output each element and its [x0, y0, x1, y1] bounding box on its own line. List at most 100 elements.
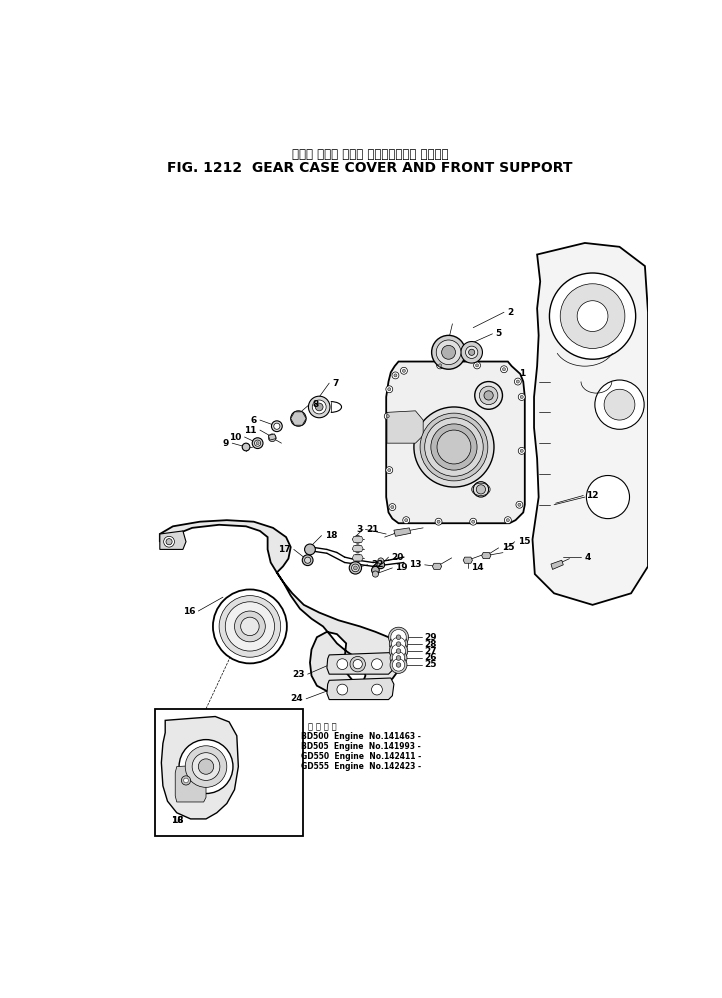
Circle shape [484, 391, 493, 400]
Circle shape [377, 561, 385, 569]
Text: 13: 13 [409, 560, 422, 569]
Text: 25: 25 [425, 661, 438, 670]
Polygon shape [533, 243, 648, 605]
Circle shape [354, 554, 362, 562]
Circle shape [390, 650, 407, 667]
Circle shape [396, 642, 401, 647]
Circle shape [442, 345, 456, 359]
Text: 11: 11 [244, 425, 257, 434]
Circle shape [353, 660, 362, 669]
Circle shape [505, 517, 511, 524]
Circle shape [179, 740, 233, 793]
Circle shape [516, 380, 519, 383]
Circle shape [240, 617, 259, 636]
Circle shape [308, 396, 330, 418]
Circle shape [435, 518, 442, 525]
Polygon shape [327, 678, 394, 700]
Circle shape [389, 635, 408, 654]
Text: BD500  Engine  No.141463 -: BD500 Engine No.141463 - [302, 732, 422, 742]
Circle shape [396, 656, 401, 661]
Circle shape [305, 557, 310, 563]
Polygon shape [387, 411, 423, 443]
Circle shape [391, 637, 406, 651]
Text: 15: 15 [518, 537, 531, 546]
Circle shape [186, 746, 227, 787]
Circle shape [586, 475, 630, 519]
Circle shape [164, 536, 175, 547]
Circle shape [386, 415, 389, 418]
Polygon shape [352, 555, 363, 561]
Text: 適 用 号 番: 適 用 号 番 [308, 722, 336, 731]
Circle shape [506, 519, 510, 522]
Polygon shape [482, 553, 491, 559]
Text: GD555  Engine  No.142423 -: GD555 Engine No.142423 - [302, 762, 422, 771]
Circle shape [469, 349, 475, 355]
Polygon shape [161, 717, 238, 819]
Circle shape [391, 644, 406, 658]
Circle shape [476, 364, 479, 367]
Circle shape [392, 659, 404, 671]
Circle shape [516, 501, 523, 508]
Polygon shape [291, 412, 306, 425]
Circle shape [242, 443, 250, 451]
Circle shape [192, 752, 220, 780]
Text: BD505  Engine  No.141993 -: BD505 Engine No.141993 - [302, 743, 421, 751]
Circle shape [518, 393, 525, 400]
Circle shape [436, 340, 461, 364]
Circle shape [414, 407, 494, 487]
Text: 1: 1 [518, 369, 525, 378]
Text: 8: 8 [313, 400, 318, 409]
Text: 18: 18 [170, 816, 183, 825]
Circle shape [372, 685, 383, 695]
Circle shape [396, 635, 401, 640]
Text: 6: 6 [251, 415, 257, 424]
Text: 18: 18 [325, 531, 337, 540]
Text: 17: 17 [278, 545, 291, 554]
Circle shape [255, 440, 261, 446]
Circle shape [354, 545, 362, 553]
Text: 7: 7 [332, 378, 339, 387]
Circle shape [313, 400, 326, 414]
Text: 21: 21 [366, 525, 378, 534]
Circle shape [514, 378, 521, 385]
Circle shape [388, 469, 391, 472]
Circle shape [518, 503, 521, 506]
Circle shape [473, 482, 489, 497]
Circle shape [373, 571, 378, 577]
Circle shape [391, 506, 394, 509]
Polygon shape [394, 528, 411, 536]
Circle shape [396, 649, 401, 654]
Circle shape [461, 341, 482, 363]
Circle shape [520, 449, 523, 452]
Circle shape [479, 386, 498, 404]
Polygon shape [160, 531, 186, 550]
Circle shape [404, 519, 408, 522]
Circle shape [595, 380, 644, 429]
Circle shape [181, 775, 191, 785]
Circle shape [352, 564, 360, 572]
Circle shape [420, 413, 488, 481]
Polygon shape [352, 546, 363, 552]
Circle shape [354, 566, 357, 570]
Text: FIG. 1212  GEAR CASE COVER AND FRONT SUPPORT: FIG. 1212 GEAR CASE COVER AND FRONT SUPP… [168, 162, 573, 176]
Polygon shape [160, 520, 400, 694]
Polygon shape [352, 536, 363, 543]
Text: 2: 2 [507, 307, 513, 316]
Circle shape [401, 367, 407, 374]
Circle shape [274, 423, 280, 429]
Circle shape [549, 273, 635, 359]
Circle shape [388, 387, 391, 391]
Polygon shape [464, 557, 472, 563]
Circle shape [354, 536, 362, 543]
Circle shape [477, 485, 485, 494]
Circle shape [378, 558, 384, 564]
Text: 12: 12 [586, 491, 599, 500]
Circle shape [252, 438, 263, 448]
Circle shape [437, 520, 440, 523]
Circle shape [475, 381, 503, 409]
Circle shape [389, 504, 396, 511]
Text: 24: 24 [290, 695, 303, 704]
Circle shape [388, 627, 409, 648]
Circle shape [437, 430, 471, 464]
Text: 29: 29 [425, 633, 438, 642]
